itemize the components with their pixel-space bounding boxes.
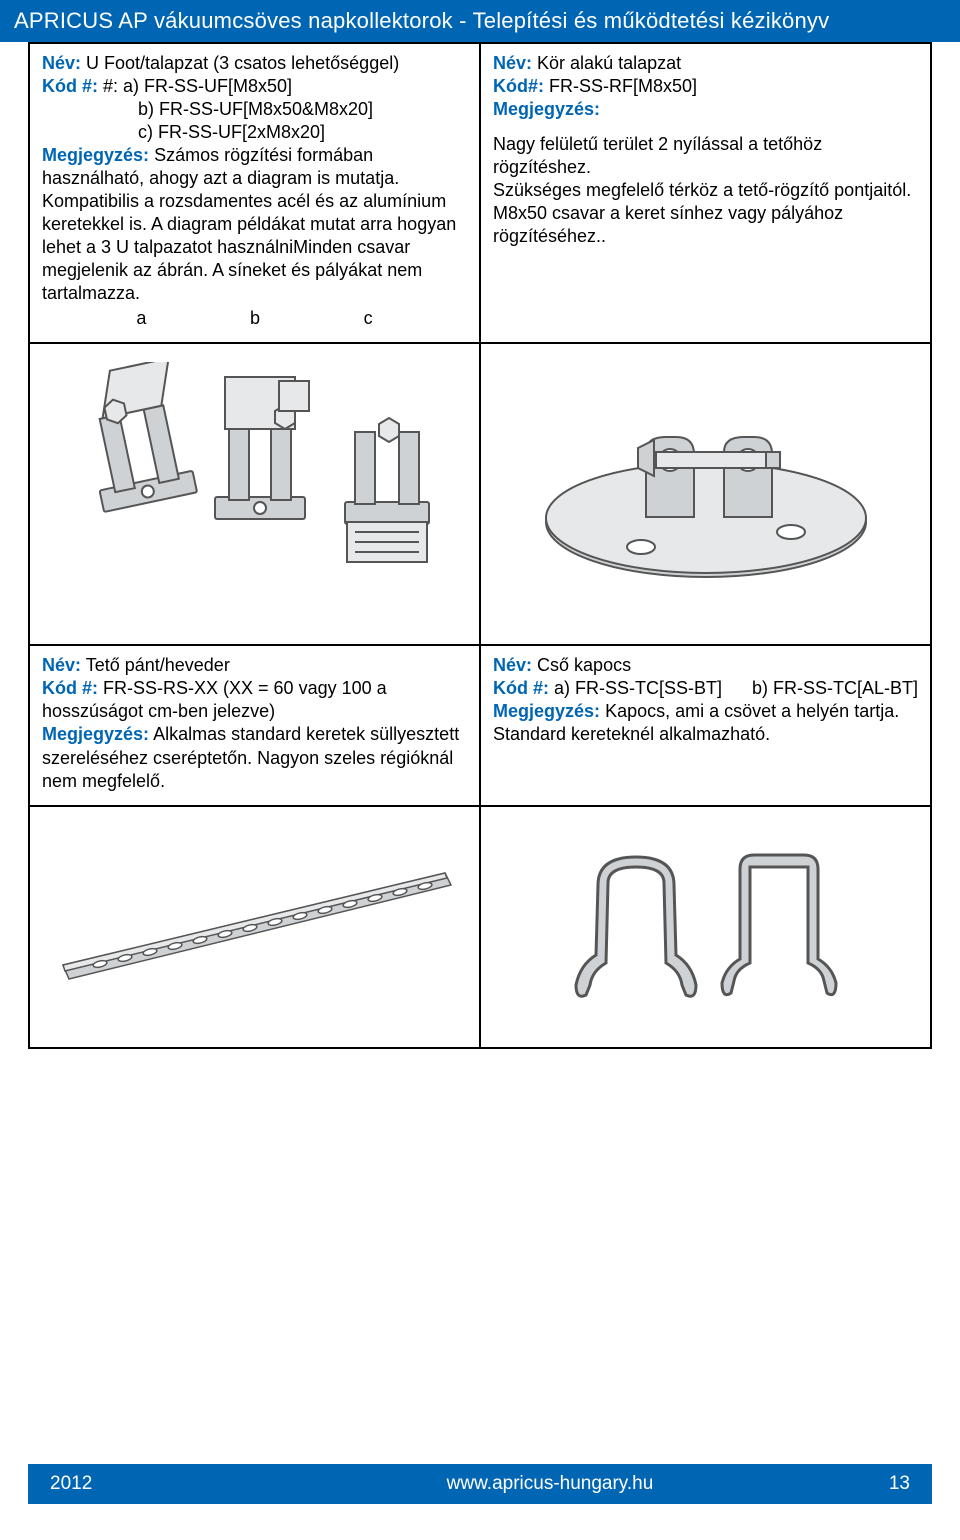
ufoot-diagram-icon — [65, 362, 445, 622]
roof-strap-diagram-icon — [55, 845, 455, 1005]
footer-url: www.apricus-hungary.hu — [248, 1473, 852, 1495]
abc-a: a — [136, 307, 146, 330]
label-code: Kód #: — [493, 678, 549, 698]
label-code: Kód #: — [42, 76, 98, 96]
cell-clip-text: Név: Cső kapocs Kód #: a) FR-SS-TC[SS-BT… — [480, 645, 931, 805]
header-title: APRICUS AP vákuumcsöves napkollektorok -… — [14, 8, 829, 33]
footer-page-number: 13 — [852, 1473, 932, 1495]
cell-strap-image — [29, 806, 480, 1048]
cell-strap-text: Név: Tető pánt/heveder Kód #: FR-SS-RS-X… — [29, 645, 480, 805]
round-body1: Nagy felületű terület 2 nyílással a tető… — [493, 134, 822, 177]
abc-row: a b c — [85, 307, 425, 330]
label-code-hash: Kód#: — [493, 76, 544, 96]
round-code: FR-SS-RF[M8x50] — [549, 76, 697, 96]
cell-round-image — [480, 343, 931, 645]
label-name: Név: — [42, 53, 81, 73]
cell-ufoot-text: Név: U Foot/talapzat (3 csatos lehetőség… — [29, 43, 480, 343]
label-name: Név: — [493, 53, 532, 73]
clip-code-b: b) FR-SS-TC[AL-BT] — [752, 677, 918, 700]
label-note: Megjegyzés: — [493, 701, 600, 721]
clip-name: Cső kapocs — [537, 655, 631, 675]
label-note: Megjegyzés: — [42, 724, 149, 744]
label-code: Kód #: — [42, 678, 98, 698]
round-body3: M8x50 csavar a keret sínhez vagy pályáho… — [493, 203, 843, 246]
footer-year: 2012 — [28, 1473, 248, 1495]
page-footer: 2012 www.apricus-hungary.hu 13 — [28, 1464, 932, 1504]
ufoot-code-b: b) FR-SS-UF[M8x50&M8x20] — [42, 98, 373, 121]
round-name: Kör alakú talapzat — [537, 53, 681, 73]
round-body2: Szükséges megfelelő térköz a tető-rögzít… — [493, 180, 911, 200]
cell-ufoot-image — [29, 343, 480, 645]
label-note: Megjegyzés: — [493, 99, 600, 119]
cell-clip-image — [480, 806, 931, 1048]
abc-b: b — [250, 307, 260, 330]
page-header: APRICUS AP vákuumcsöves napkollektorok -… — [0, 0, 960, 42]
ufoot-name: U Foot/talapzat (3 csatos lehetőséggel) — [86, 53, 399, 73]
label-name: Név: — [42, 655, 81, 675]
cell-round-text: Név: Kör alakú talapzat Kód#: FR-SS-RF[M… — [480, 43, 931, 343]
ufoot-note: Számos rögzítési formában használható, a… — [42, 145, 456, 303]
round-foot-diagram-icon — [526, 382, 886, 602]
abc-c: c — [364, 307, 373, 330]
strap-name: Tető pánt/heveder — [86, 655, 230, 675]
label-note: Megjegyzés: — [42, 145, 149, 165]
ufoot-code-a: #: a) FR-SS-UF[M8x50] — [103, 76, 292, 96]
ufoot-code-c: c) FR-SS-UF[2xM8x20] — [42, 121, 325, 144]
label-name: Név: — [493, 655, 532, 675]
clip-code-a: a) FR-SS-TC[SS-BT] — [554, 678, 722, 698]
parts-table: Név: U Foot/talapzat (3 csatos lehetőség… — [28, 42, 932, 1049]
tube-clip-diagram-icon — [546, 825, 866, 1025]
